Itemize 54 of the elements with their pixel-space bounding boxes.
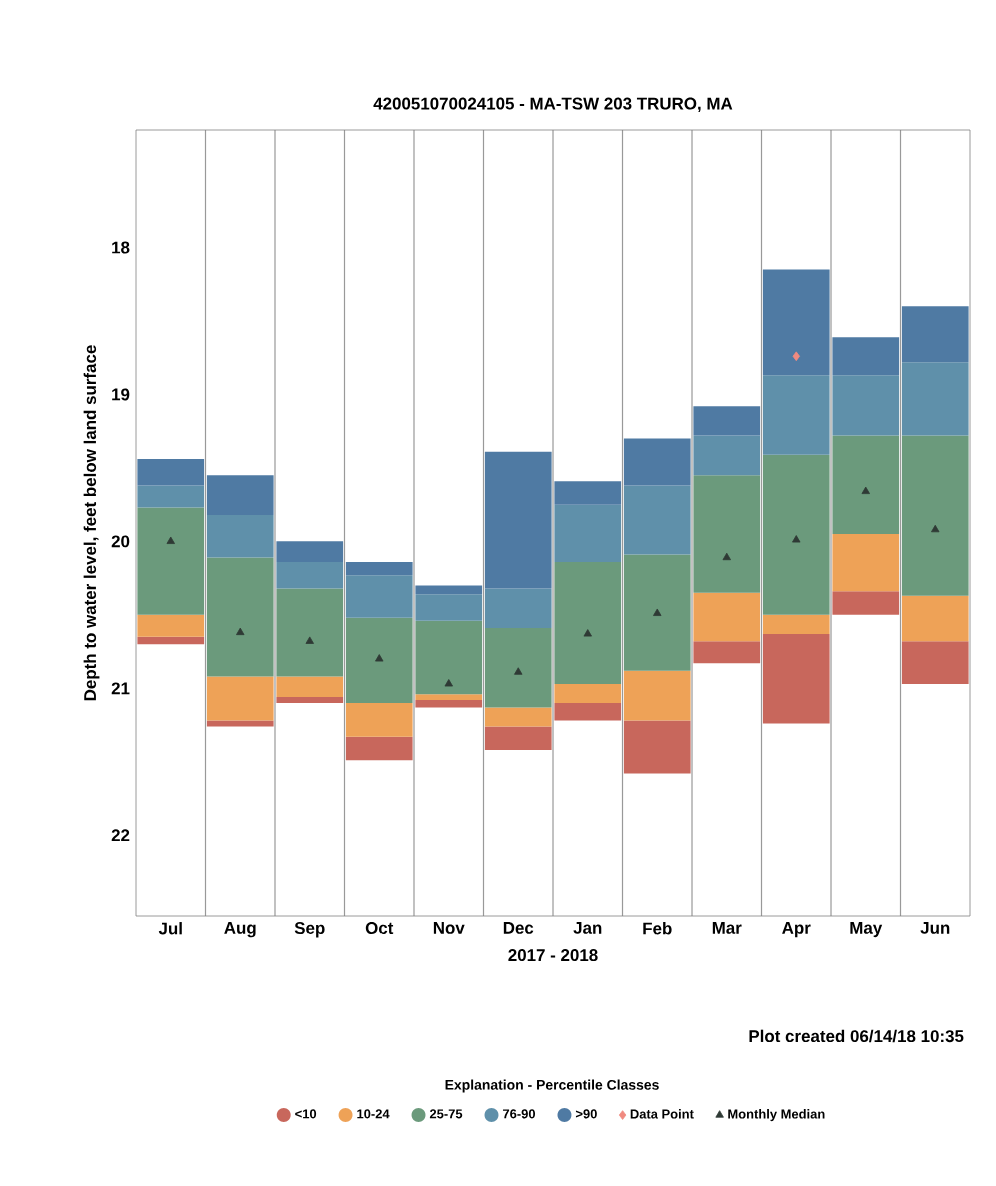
x-tick-label: Dec [503, 922, 534, 934]
bar [901, 641, 969, 684]
point [583, 629, 592, 637]
bar [276, 541, 344, 562]
y-tick-label: 22 [111, 829, 130, 842]
bar [693, 406, 761, 436]
bar [901, 595, 969, 642]
y-tick-label: 21 [111, 682, 130, 695]
bar [137, 485, 205, 508]
bar [137, 614, 205, 637]
bar [345, 736, 413, 761]
point [861, 486, 870, 495]
bar [345, 561, 413, 576]
bar [345, 702, 413, 737]
bar [623, 720, 691, 774]
point [722, 552, 731, 561]
x-tick-label: Jun [920, 922, 950, 934]
x-tick-label: Feb [643, 922, 672, 935]
x-tick-label: Nov [433, 922, 465, 934]
point [236, 627, 245, 636]
x-tick-label: Apr [782, 922, 811, 938]
bar [415, 700, 483, 708]
point [653, 608, 662, 616]
bar [832, 591, 900, 615]
x-tick-label: Jul [158, 922, 182, 935]
point [444, 679, 453, 687]
chart-title: 420051070024105 - MA-TSW 203 TRURO, MA [373, 97, 733, 112]
x-tick-label: Aug [224, 922, 256, 938]
bar [137, 636, 205, 645]
y-tick-label: 20 [111, 535, 130, 548]
point [375, 654, 384, 662]
bar [832, 534, 900, 592]
x-tick-label: Oct [365, 922, 394, 935]
point [166, 536, 175, 544]
x-tick-label: Sep [294, 922, 325, 938]
bar [206, 514, 274, 558]
point [931, 524, 940, 533]
bar [484, 707, 552, 727]
x-axis-title: 2017 - 2018 [508, 949, 598, 962]
x-tick-label: Jan [573, 922, 602, 934]
x-tick-label: May [850, 922, 883, 938]
y-tick-label: 18 [112, 241, 130, 254]
point [792, 351, 800, 362]
bar [554, 702, 622, 721]
bar [276, 697, 344, 703]
point [514, 667, 523, 675]
x-tick-label: Mar [712, 922, 742, 934]
text: Plot created 06/14/18 10:35 [749, 1029, 964, 1043]
bar [484, 726, 552, 750]
point [305, 636, 314, 644]
y-axis-title: Depth to water level, feet below land surface [83, 345, 100, 701]
y-tick-label: 19 [112, 388, 130, 401]
bar [415, 694, 483, 701]
point [792, 535, 801, 543]
